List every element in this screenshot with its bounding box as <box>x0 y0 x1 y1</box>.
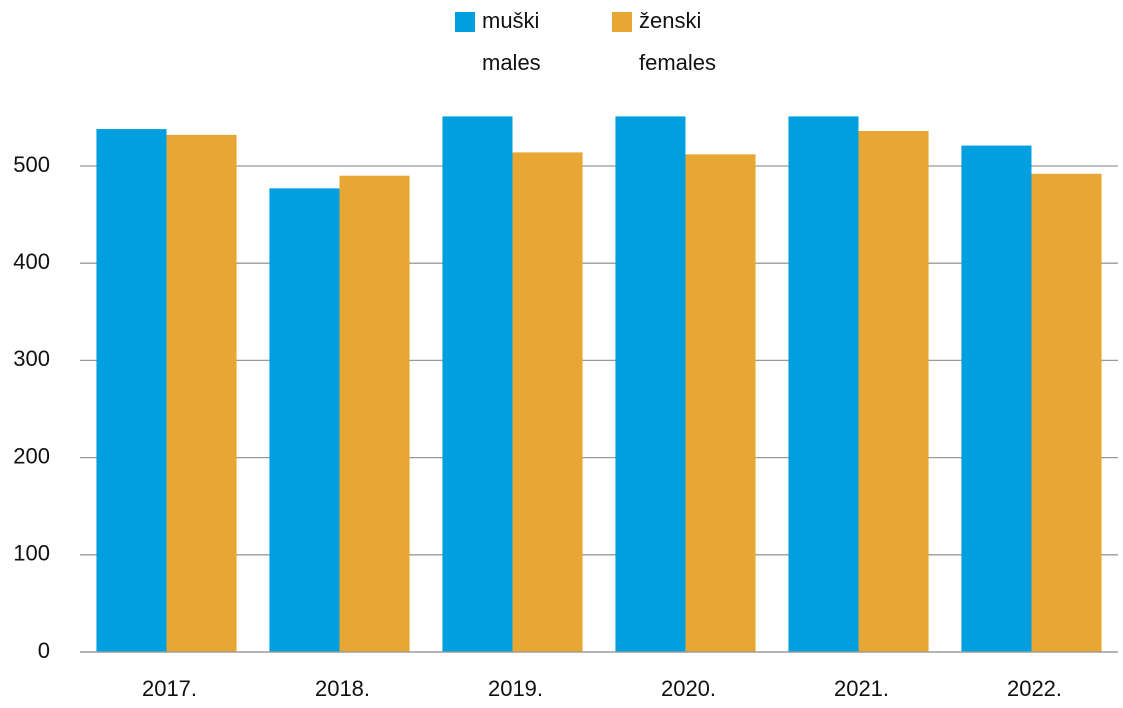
x-tick-label: 2018. <box>315 676 370 701</box>
y-tick-label: 0 <box>38 638 50 663</box>
legend-label: ženski females <box>639 8 717 75</box>
x-tick-label: 2020. <box>661 676 716 701</box>
legend-swatch <box>455 12 475 32</box>
bar <box>339 175 410 652</box>
bar <box>166 134 237 652</box>
bar <box>96 129 167 653</box>
legend-label: muški males <box>482 8 541 75</box>
legend-swatch <box>612 12 632 32</box>
x-tick-label: 2017. <box>142 676 197 701</box>
y-tick-label: 400 <box>13 249 50 274</box>
x-tick-label: 2022. <box>1007 676 1062 701</box>
y-tick-label: 200 <box>13 443 50 468</box>
bar <box>788 116 859 653</box>
bar <box>512 152 583 652</box>
x-tick-label: 2019. <box>488 676 543 701</box>
bar <box>615 116 686 653</box>
y-tick-label: 300 <box>13 346 50 371</box>
x-tick-label: 2021. <box>834 676 889 701</box>
bar <box>269 188 340 652</box>
y-tick-label: 100 <box>13 541 50 566</box>
bar <box>858 131 929 652</box>
bar <box>442 116 513 653</box>
bar <box>961 145 1032 652</box>
bar <box>685 154 756 652</box>
y-tick-label: 500 <box>13 152 50 177</box>
bar <box>1031 173 1102 652</box>
